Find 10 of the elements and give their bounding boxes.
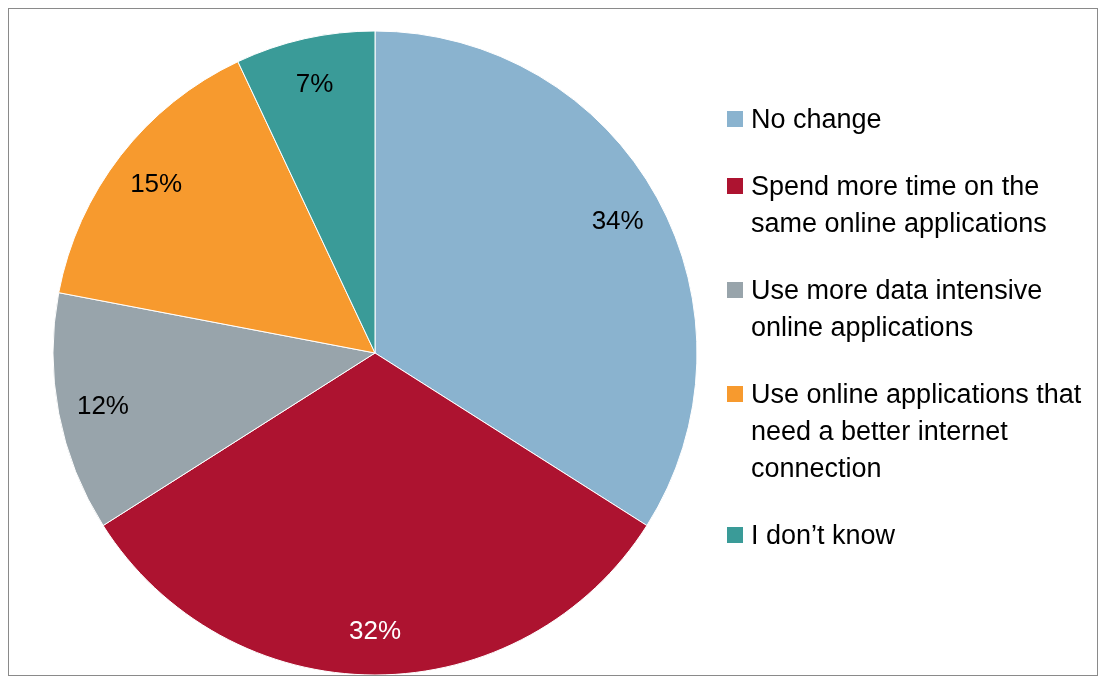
data-label: 32%: [348, 614, 402, 645]
legend-label: I don’t know: [751, 518, 896, 552]
legend-label: No change: [751, 102, 882, 136]
data-label: 7%: [295, 67, 334, 98]
data-label: 12%: [76, 389, 130, 420]
data-label: 34%: [591, 204, 644, 235]
data-label: 15%: [130, 168, 183, 199]
legend-label: Spend more time on the same online applications: [751, 169, 1048, 240]
legend-label: Use more data intensive online applications: [751, 273, 1044, 344]
legend-label: Use online applications that need a better internet connection: [751, 377, 1083, 485]
